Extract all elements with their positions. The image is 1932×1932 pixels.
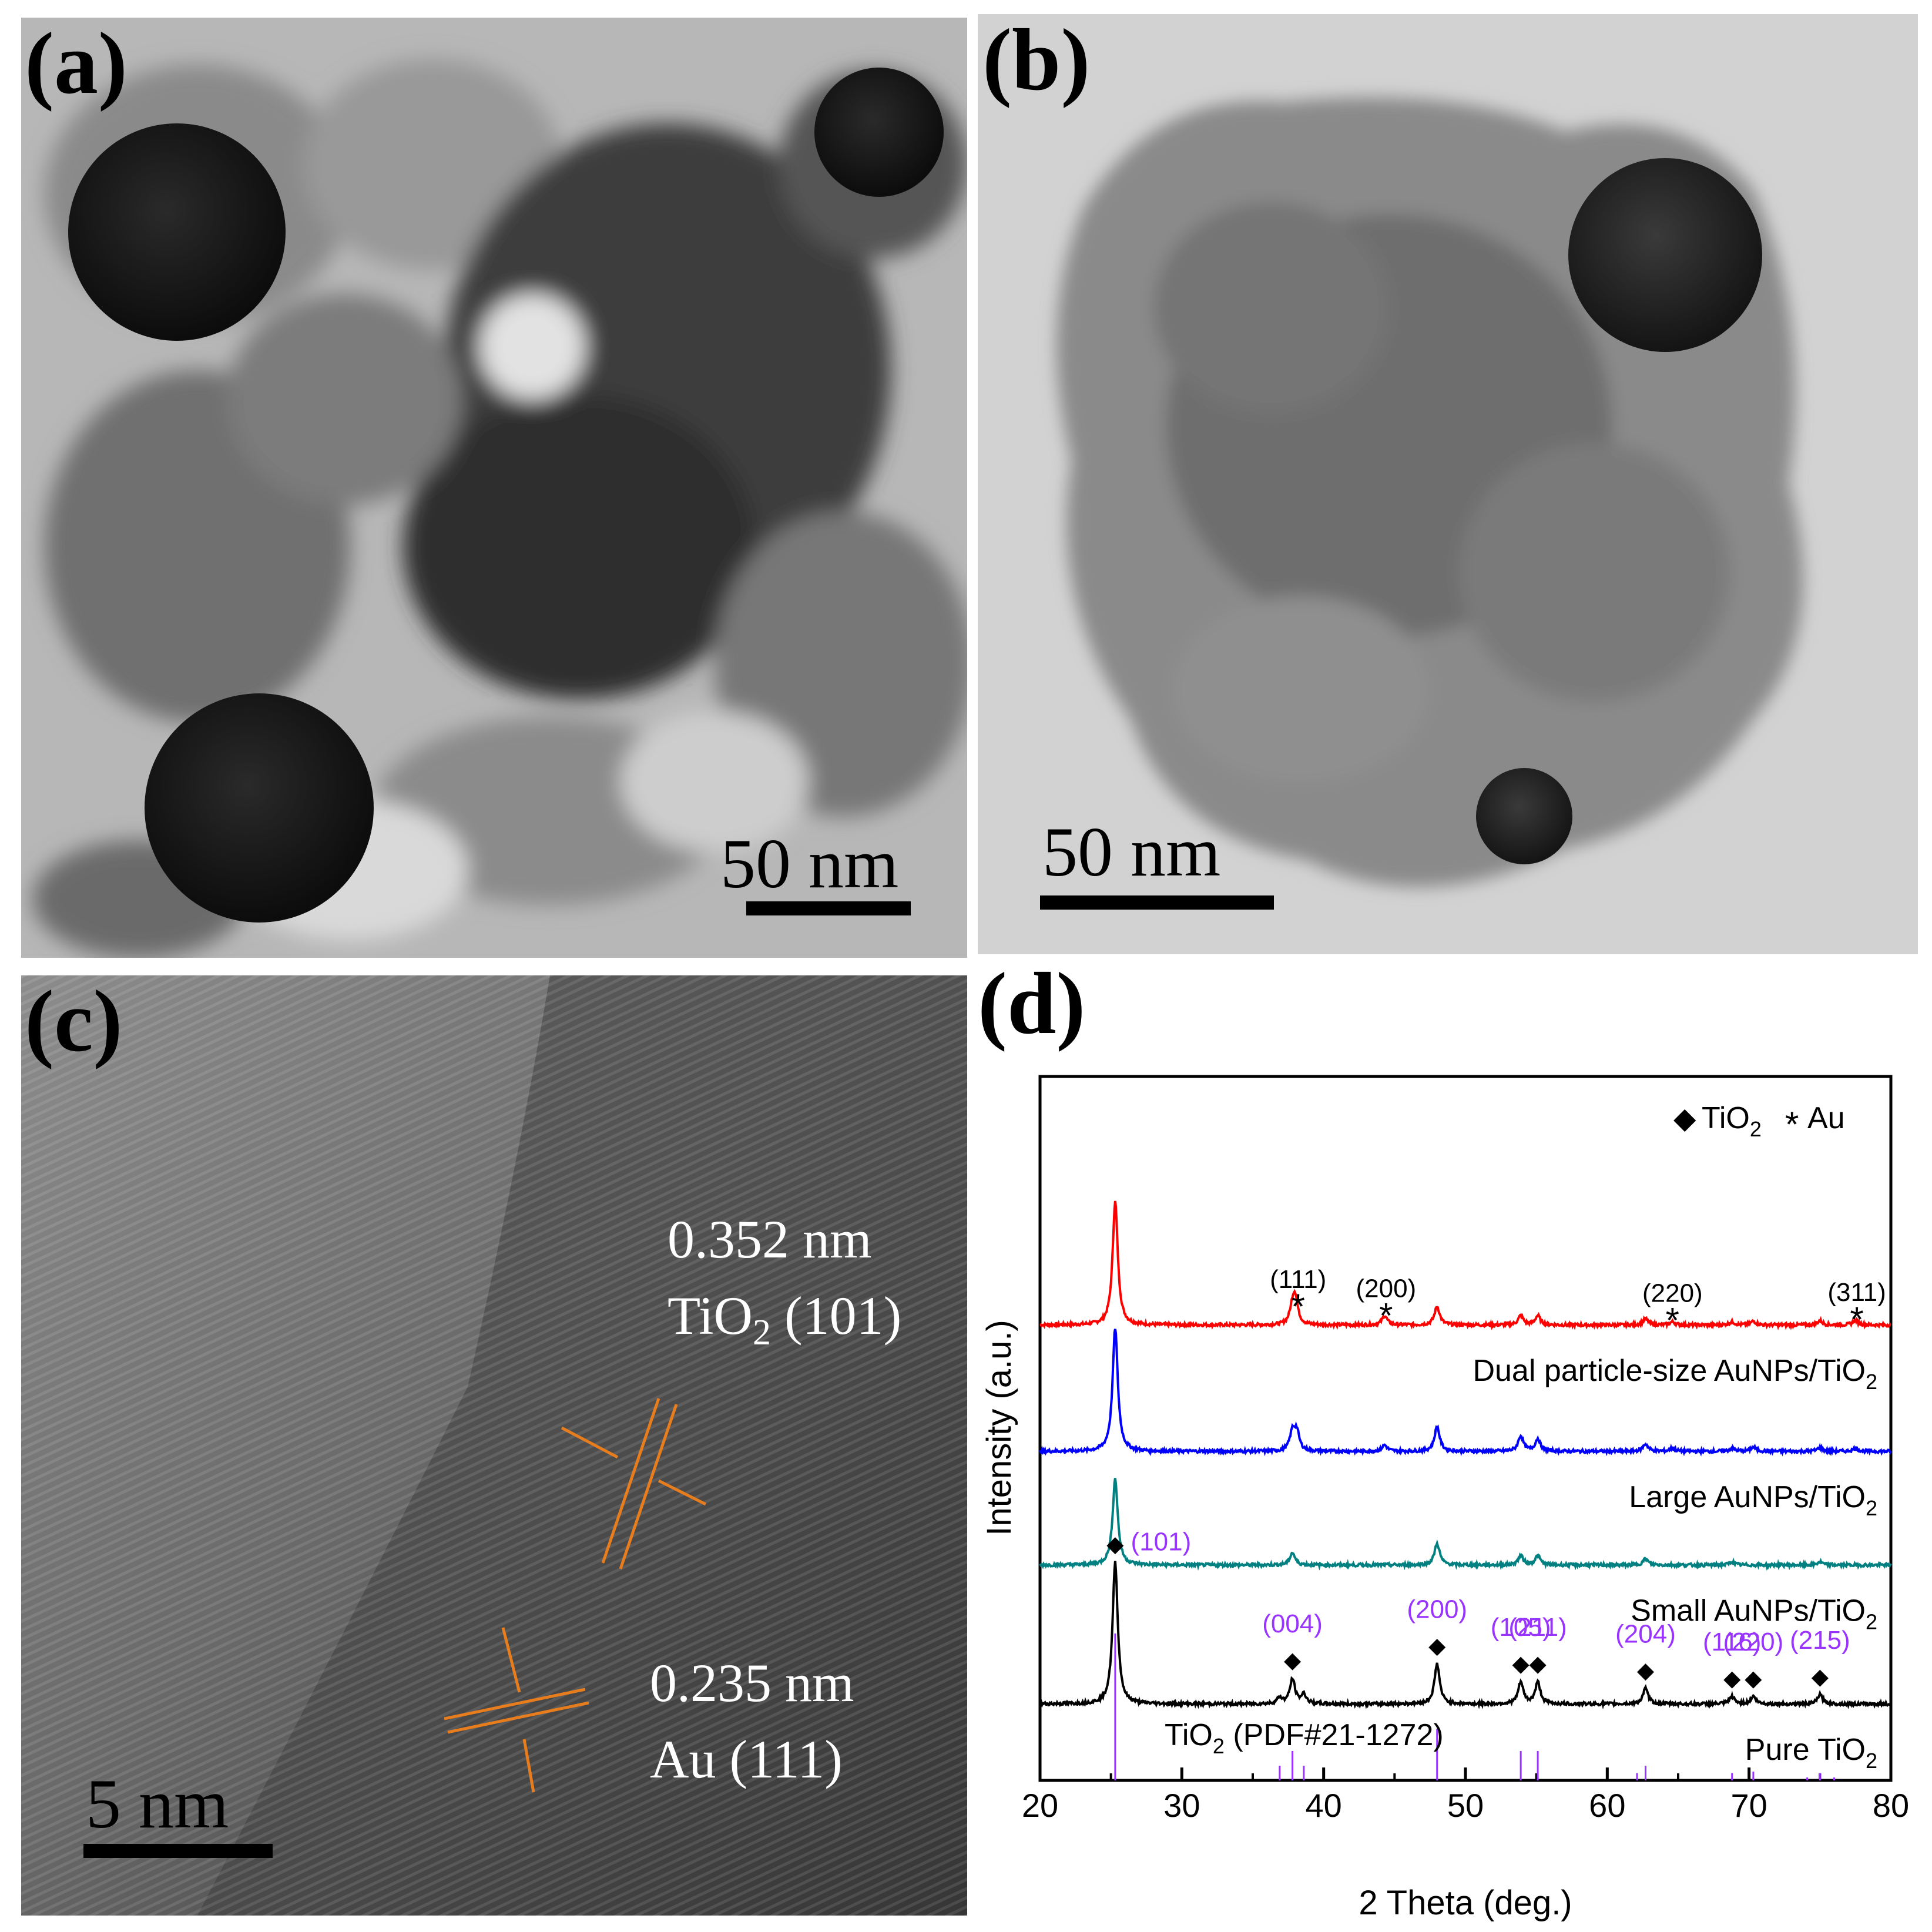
au-nanoparticle — [68, 123, 286, 341]
legend-au-marker: * — [1785, 1105, 1799, 1144]
panel-label: (b) — [982, 14, 1090, 109]
series-label: Large AuNPs/TiO2 — [1629, 1480, 1877, 1520]
tio2-peak-marker: ◆ — [1512, 1651, 1530, 1676]
x-tick-label: 40 — [1306, 1787, 1342, 1824]
series-line — [1039, 1561, 1892, 1710]
au-hkl-label: (200) — [1356, 1274, 1416, 1303]
au-peak-marker: * — [1292, 1287, 1305, 1326]
tio2-hkl-label: (116) — [1703, 1628, 1761, 1656]
xrd-chart: (d) 20 30 40 50 60 70 80 Dual particle-size Au… — [978, 964, 1909, 1922]
au-nanoparticle — [1476, 768, 1572, 864]
fringe-au-spacing: 0.235 nm — [650, 1653, 854, 1713]
x-tick-label: 30 — [1163, 1787, 1200, 1824]
tem-image-a: (a) 50 nm — [21, 18, 967, 958]
series-line — [1039, 1478, 1892, 1571]
au-nanoparticle — [145, 693, 374, 923]
hrtem-image-c: (c) 0.352 nm TiO2 (101) 0.235 nm Au (111… — [21, 975, 967, 1916]
y-axis-label: Intensity (a.u.) — [980, 1320, 1018, 1535]
tem-image-b: (b) 50 nm — [978, 14, 1918, 954]
series-line — [1039, 1329, 1892, 1457]
tio2-peak-marker: ◆ — [1428, 1633, 1446, 1659]
x-tick-label: 70 — [1731, 1787, 1767, 1824]
x-tick-label: 80 — [1873, 1787, 1909, 1824]
legend-au-label: Au — [1807, 1101, 1845, 1135]
fringe-marker-tio2 — [561, 1398, 707, 1569]
tio2-hkl-label: (105) — [1491, 1613, 1551, 1642]
fringe-au-plane-label: Au (111) — [650, 1729, 843, 1789]
tio2-peak-marker: ◆ — [1745, 1665, 1762, 1691]
series-label: Pure TiO2 — [1745, 1733, 1877, 1773]
tio2-hkl-label: (215) — [1790, 1626, 1850, 1655]
x-tick-label: 20 — [1022, 1787, 1058, 1824]
scale-bar — [1040, 895, 1274, 910]
plot-frame — [1038, 1075, 1893, 1782]
x-axis-label: 2 Theta (deg.) — [1359, 1884, 1572, 1922]
panel-c-hrtem-image: (c) 0.352 nm TiO2 (101) 0.235 nm Au (111… — [21, 975, 967, 1916]
au-peak-marker: * — [1666, 1301, 1679, 1340]
au-hkl-label: (111) — [1270, 1265, 1326, 1294]
annotations-group: ◆ (101) ◆ (004) ◆ (200) ◆ (105) ◆ (211) ◆ (204) ◆ (11… — [1106, 1265, 1886, 1691]
scale-bar — [83, 1844, 273, 1858]
tio2-hkl-label: (204) — [1615, 1620, 1676, 1649]
tio2-peak-marker: ◆ — [1637, 1658, 1655, 1683]
au-nanoparticle — [814, 68, 944, 197]
legend: ◆ TiO2 * Au — [1673, 1101, 1845, 1144]
tio2-peak-marker: ◆ — [1529, 1651, 1547, 1676]
panel-d-xrd-chart: (d) 20 30 40 50 60 70 80 Dual particle-size Au… — [975, 964, 1932, 1932]
tio2-peak-marker: ◆ — [1284, 1647, 1302, 1673]
panel-label: (d) — [978, 964, 1085, 1052]
panel-label: (a) — [25, 18, 128, 112]
tio2-peak-marker: ◆ — [1723, 1665, 1741, 1691]
legend-tio2-marker: ◆ — [1673, 1102, 1696, 1135]
series-group: Dual particle-size AuNPs/TiO2 Large AuNPs… — [1039, 1200, 1892, 1780]
au-hkl-label: (311) — [1827, 1278, 1886, 1307]
au-hkl-label: (220) — [1642, 1279, 1703, 1308]
tio2-hkl-label: (101) — [1131, 1527, 1192, 1556]
tio2-hkl-label: (211) — [1508, 1613, 1567, 1642]
fringe-tio2-spacing: 0.352 nm — [668, 1209, 872, 1269]
panel-a-tem-image: (a) 50 nm — [21, 18, 967, 958]
au-peak-marker: * — [1850, 1300, 1863, 1339]
scale-bar — [746, 901, 911, 915]
panel-label: (c) — [25, 975, 122, 1070]
fringe-marker-au — [444, 1627, 589, 1793]
tio2-peak-marker: ◆ — [1812, 1663, 1829, 1689]
au-nanoparticle — [1568, 158, 1762, 352]
tio2-peak-marker: ◆ — [1106, 1531, 1124, 1557]
fringe-tio2-plane-label: TiO2 (101) — [668, 1286, 901, 1353]
scale-bar-label: 5 nm — [86, 1765, 229, 1843]
series-line — [1039, 1200, 1891, 1331]
x-axis: 20 30 40 50 60 70 80 — [1022, 1767, 1909, 1824]
series-label: Dual particle-size AuNPs/TiO2 — [1473, 1354, 1877, 1394]
tio2-hkl-label: (004) — [1262, 1609, 1323, 1638]
au-peak-marker: * — [1379, 1296, 1393, 1336]
series-label: Small AuNPs/TiO2 — [1631, 1594, 1877, 1634]
scale-bar-label: 50 nm — [720, 824, 898, 903]
x-tick-label: 50 — [1447, 1787, 1484, 1824]
reference-label: TiO2 (PDF#21-1272) — [1165, 1718, 1444, 1758]
scale-bar-label: 50 nm — [1042, 813, 1220, 891]
x-tick-label: 60 — [1589, 1787, 1625, 1824]
tio2-hkl-label: (220) — [1723, 1628, 1784, 1656]
tio2-hkl-label: (200) — [1407, 1595, 1467, 1624]
legend-tio2-label: TiO2 — [1702, 1101, 1762, 1141]
panel-b-tem-image: (b) 50 nm — [978, 14, 1918, 954]
